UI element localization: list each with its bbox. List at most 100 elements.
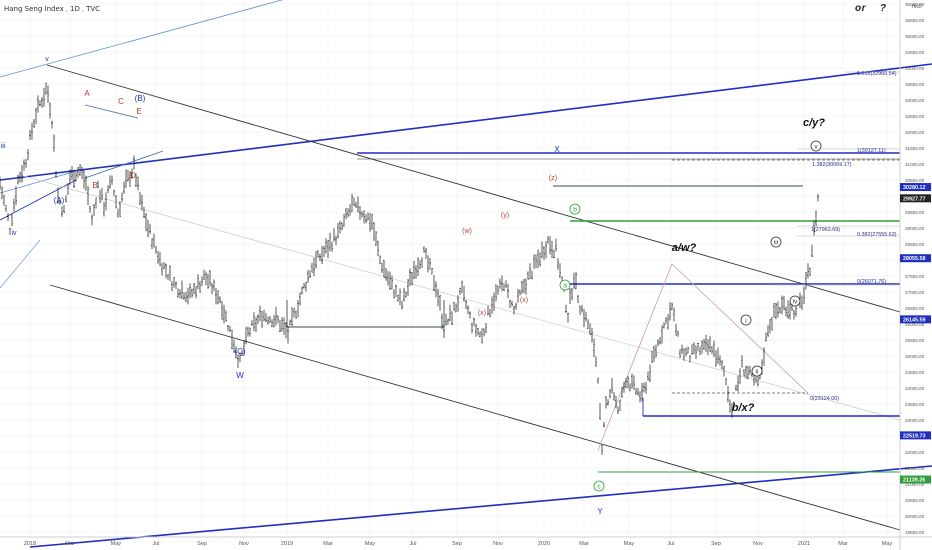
- y-tick-label: 24500.00: [905, 370, 925, 375]
- ohlc-bar: [533, 254, 535, 269]
- wave-label-v: v: [45, 56, 49, 63]
- ohlc-bar: [393, 289, 395, 299]
- ohlc-bar: [807, 263, 809, 279]
- ohlc-bar: [535, 254, 537, 269]
- triangle-lower: [84, 150, 164, 179]
- ohlc-bar: [23, 159, 25, 171]
- y-tick-label: 28500.00: [905, 242, 925, 247]
- ohlc-bar: [419, 260, 421, 270]
- data-source: TVC: [86, 5, 101, 13]
- ohlc-bar: [85, 175, 87, 191]
- ohlc-bar: [287, 326, 289, 344]
- wave-label-cy: c/y?: [803, 117, 825, 129]
- ohlc-bar: [585, 311, 587, 322]
- upper-channel-line: [0, 63, 932, 181]
- price-tag: 21139.26: [900, 475, 931, 484]
- ohlc-bar: [275, 306, 277, 326]
- median-line: [19, 174, 901, 421]
- ohlc-bar: [711, 346, 713, 355]
- ohlc-bar: [69, 169, 71, 186]
- ohlc-bar: [527, 271, 529, 280]
- ohlc-bar: [769, 318, 771, 334]
- ohlc-bar: [339, 220, 341, 234]
- ohlc-bar: [735, 384, 737, 391]
- chart-header: Hang Seng Index, 1D, TVC: [4, 5, 101, 13]
- ohlc-bar: [671, 302, 673, 311]
- ohlc-bar: [51, 120, 53, 129]
- time-axis: 2018 Mar May Jul Sep Nov 2019 Mar May Jul Sep Nov 20…: [0, 536, 932, 547]
- ohlc-bar: [407, 279, 409, 296]
- ohlc-bar: [347, 208, 349, 218]
- price-tags: 30280.12 29927.77 28055.58 26145.59 22519.73…: [900, 183, 931, 484]
- ohlc-bar: [377, 240, 379, 257]
- ohlc-bar: [87, 185, 89, 206]
- ohlc-bar: [645, 381, 647, 394]
- ohlc-bar: [215, 287, 217, 305]
- ohlc-bar: [787, 300, 789, 319]
- ohlc-bar: [443, 324, 445, 338]
- ohlc-bar: [231, 329, 233, 349]
- ohlc-bar: [485, 322, 487, 334]
- ohlc-bar: [177, 288, 179, 298]
- x-tick-label: Mar: [838, 541, 848, 547]
- ohlc-bar: [115, 195, 117, 209]
- ohlc-bar: [767, 325, 769, 337]
- minor-trend-line-3: [0, 239, 41, 289]
- price-tag: 30280.12: [900, 183, 931, 192]
- ohlc-bar: [145, 213, 147, 232]
- ohlc-bar: [229, 325, 231, 332]
- interval-label: 1D: [70, 5, 80, 13]
- wave-label-circled-c: c: [597, 483, 601, 490]
- ohlc-bar: [411, 272, 413, 285]
- ohlc-bar: [553, 249, 555, 258]
- ohlc-bar: [387, 270, 389, 286]
- y-tick-label: 20000.00: [905, 514, 925, 519]
- ohlc-bar: [149, 223, 151, 235]
- ohlc-bar: [577, 294, 579, 303]
- ohlc-bar: [227, 325, 229, 332]
- wave-label-x-1: (x): [478, 310, 486, 317]
- ohlc-bar: [703, 338, 705, 350]
- ohlc-bar: [741, 355, 743, 368]
- ohlc-bar: [433, 275, 435, 292]
- y-tick-label: 31000.00: [905, 162, 925, 167]
- x-tick-label: Sep: [711, 541, 721, 547]
- ohlc-bar: [79, 164, 81, 176]
- ohlc-bar: [589, 323, 591, 335]
- ohlc-bar: [191, 288, 193, 298]
- ohlc-bar: [185, 291, 187, 303]
- ohlc-bar: [663, 322, 665, 329]
- ohlc-bar: [431, 267, 433, 275]
- ohlc-bar: [719, 355, 721, 366]
- ohlc-bar: [763, 347, 765, 366]
- ohlc-bar: [53, 134, 55, 152]
- wave-label-circled-a: a: [563, 282, 567, 289]
- ohlc-bar: [775, 302, 777, 320]
- y-tick-label: 35000.00: [905, 34, 925, 39]
- ohlc-bar: [397, 294, 399, 302]
- ohlc-bar: [597, 377, 599, 384]
- ohlc-bar: [277, 315, 279, 324]
- ohlc-bar: [91, 214, 93, 226]
- ohlc-bar: [449, 304, 451, 322]
- ohlc-bar: [307, 270, 309, 283]
- y-tick-label: 23500.00: [905, 402, 925, 407]
- ohlc-bar: [539, 251, 541, 267]
- x-tick-label: 2021: [798, 541, 810, 547]
- wave-label-circled-i-ring: [740, 314, 752, 326]
- wave-annotations: v(B)(A)(C)WXYiviiiABCDE(w)(x)(y)(x)(z)ba…: [1, 56, 897, 516]
- ohlc-bar: [255, 316, 257, 332]
- ohlc-bar: [771, 317, 773, 331]
- wave-label-red-A: A: [84, 89, 90, 98]
- y-tick-label: 22000.00: [905, 450, 925, 455]
- ohlc-bar: [169, 265, 171, 282]
- ohlc-bar: [81, 166, 83, 180]
- ohlc-bar: [323, 245, 325, 258]
- wave-label-circled-v: v: [814, 143, 818, 150]
- ohlc-bar: [777, 301, 779, 318]
- ohlc-bar: [701, 340, 703, 354]
- ohlc-bar: [551, 240, 553, 259]
- ohlc-bar: [631, 373, 633, 389]
- ohlc-bar: [363, 210, 365, 224]
- ohlc-bar: [673, 307, 675, 322]
